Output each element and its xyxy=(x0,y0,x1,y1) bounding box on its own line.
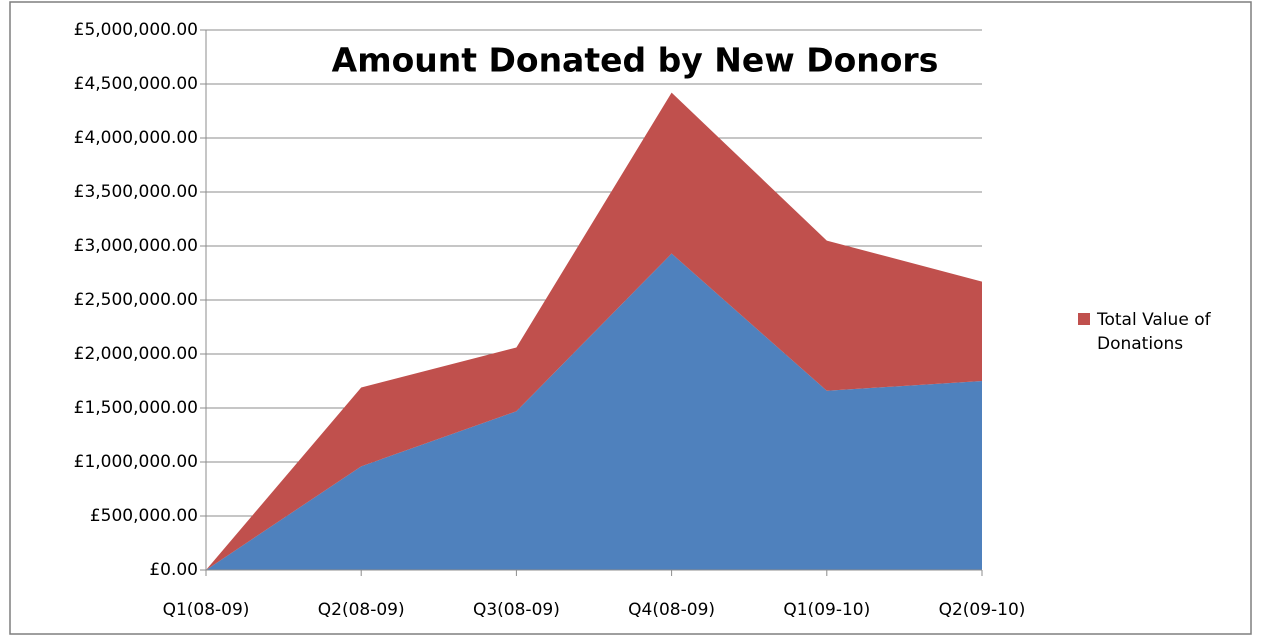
y-tick-label: £3,000,000.00 xyxy=(74,236,198,256)
y-tick-label: £3,500,000.00 xyxy=(74,182,198,202)
legend-label: Total Value of Donations xyxy=(1097,310,1211,354)
legend-swatch xyxy=(1078,313,1090,325)
y-tick-label: £2,000,000.00 xyxy=(74,344,198,364)
x-tick-label: Q2(09-10) xyxy=(939,600,1026,620)
y-tick-label: £5,000,000.00 xyxy=(74,20,198,40)
y-tick-label: £1,000,000.00 xyxy=(74,452,198,472)
area xyxy=(206,253,982,570)
y-tick-label: £0.00 xyxy=(149,560,198,580)
x-tick-label: Q3(08-09) xyxy=(473,600,560,620)
x-tick-label: Q1(08-09) xyxy=(163,600,250,620)
y-tick-label: £4,500,000.00 xyxy=(74,74,198,94)
x-tick-label: Q4(08-09) xyxy=(628,600,715,620)
y-tick-label: £1,500,000.00 xyxy=(74,398,198,418)
area xyxy=(206,92,982,570)
x-tick-label: Q1(09-10) xyxy=(783,600,870,620)
y-tick-label: £2,500,000.00 xyxy=(74,290,198,310)
chart-title: Amount Donated by New Donors xyxy=(332,41,939,80)
y-tick-label: £4,000,000.00 xyxy=(74,128,198,148)
x-tick-label: Q2(08-09) xyxy=(318,600,405,620)
y-tick-label: £500,000.00 xyxy=(90,506,198,526)
